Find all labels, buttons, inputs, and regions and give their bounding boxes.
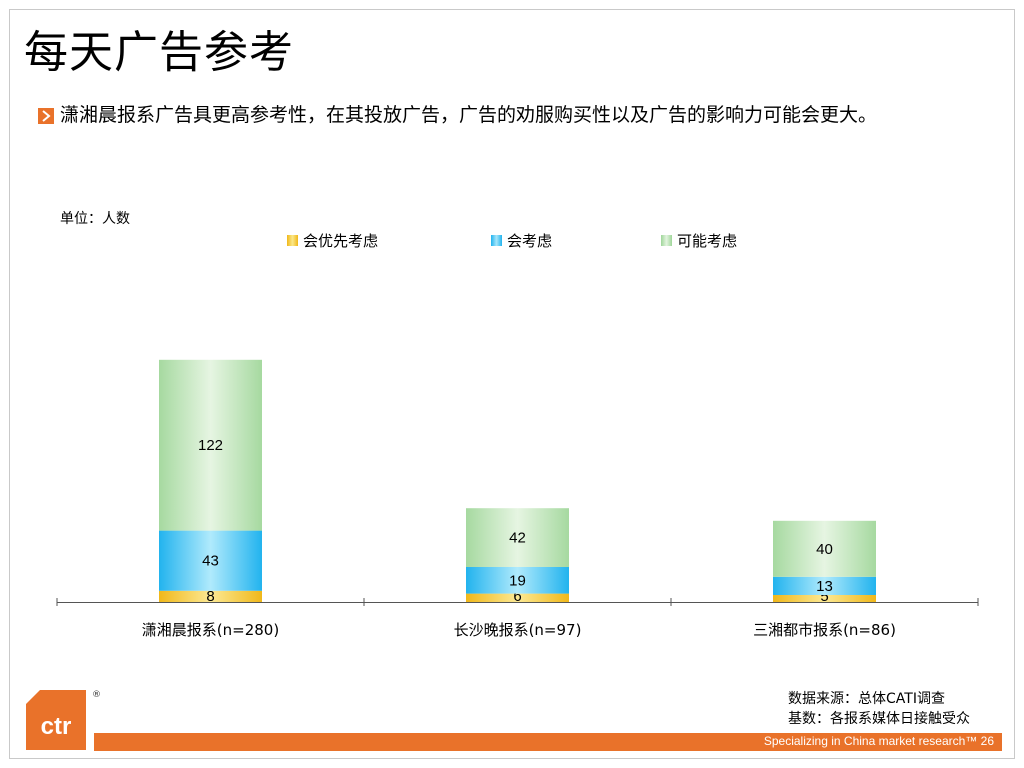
bar-segment xyxy=(773,576,876,595)
data-label: 8 xyxy=(206,588,214,605)
bar-segment xyxy=(159,590,262,602)
data-label: 122 xyxy=(198,437,223,454)
legend-label: 会优先考虑 xyxy=(303,232,379,250)
data-label: 43 xyxy=(202,553,219,570)
source-line-1: 数据来源：总体CATI调查 xyxy=(788,691,945,707)
slide-title: 每天广告参考 xyxy=(24,27,294,78)
ctr-logo: ctr xyxy=(26,690,86,750)
data-label: 19 xyxy=(509,572,526,589)
legend-swatch xyxy=(287,235,298,246)
source-line-2: 基数：各报系媒体日接触受众 xyxy=(788,711,970,727)
legend-swatch xyxy=(661,235,672,246)
source-note: 数据来源：总体CATI调查 基数：各报系媒体日接触受众 xyxy=(788,689,970,729)
slide-description: 潇湘晨报系广告具更高参考性，在其投放广告，广告的劝服购买性以及广告的影响力可能会… xyxy=(60,104,878,126)
bar-segment xyxy=(773,520,876,577)
bar-segment xyxy=(773,595,876,602)
category-label: 长沙晚报系(n=97) xyxy=(454,621,582,639)
data-label: 42 xyxy=(509,530,526,547)
slide-frame xyxy=(9,9,1015,759)
data-label: 6 xyxy=(513,588,521,605)
legend-item-consider: 会考虑 xyxy=(491,230,552,251)
category-label: 潇湘晨报系(n=280) xyxy=(142,621,279,639)
registered-mark: ® xyxy=(92,690,101,700)
bar-segment xyxy=(159,530,262,591)
legend-item-maybe: 可能考虑 xyxy=(661,230,737,251)
legend-item-priority: 会优先考虑 xyxy=(287,230,378,251)
legend-swatch xyxy=(491,235,502,246)
legend-label: 会考虑 xyxy=(507,232,553,250)
unit-label: 单位：人数 xyxy=(60,211,130,227)
category-label: 三湘都市报系(n=86) xyxy=(753,621,896,639)
legend-label: 可能考虑 xyxy=(677,232,738,250)
bar-segment xyxy=(159,359,262,531)
footer-bar: Specializing in China market research™ 2… xyxy=(94,733,1002,751)
arrow-bullet-icon xyxy=(38,108,54,124)
bar-segment xyxy=(466,508,569,567)
data-label: 40 xyxy=(816,541,833,558)
logo-text: ctr xyxy=(41,713,72,740)
footer-text: Specializing in China market research™ 2… xyxy=(764,734,994,748)
page-number: 26 xyxy=(980,734,994,748)
footer-tagline: Specializing in China market research™ xyxy=(763,734,978,748)
bar-segment xyxy=(466,593,569,602)
data-label: 5 xyxy=(820,588,828,605)
data-label: 13 xyxy=(816,578,833,595)
bar-segment xyxy=(466,567,569,594)
